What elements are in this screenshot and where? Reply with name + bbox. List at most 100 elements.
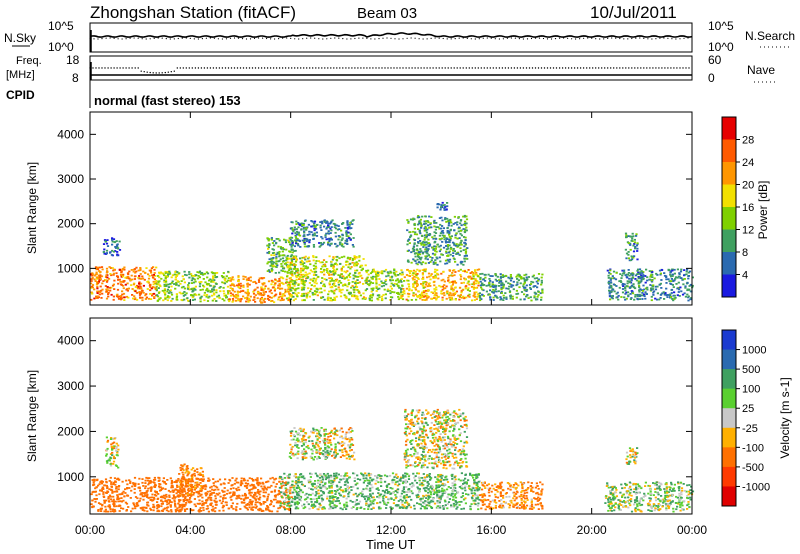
scatter-cell [533, 295, 536, 298]
scatter-cell [231, 298, 235, 300]
scatter-cell [165, 280, 168, 283]
scatter-cell [436, 263, 439, 266]
scatter-cell [609, 269, 612, 272]
scatter-cell [464, 248, 467, 251]
scatter-cell [186, 498, 189, 501]
scatter-cell [666, 296, 669, 298]
scatter-cell [333, 226, 336, 229]
freq-dot [272, 67, 275, 69]
scatter-cell [395, 270, 398, 273]
scatter-cell [368, 299, 371, 302]
scatter-cell [336, 255, 339, 258]
scatter-cell [115, 272, 118, 275]
scatter-cell [109, 508, 112, 510]
scatter-cell [137, 276, 140, 279]
scatter-cell [345, 297, 348, 300]
scatter-cell [518, 275, 521, 278]
scatter-cell [120, 275, 123, 278]
scatter-cell [411, 274, 414, 277]
scatter-cell [389, 292, 392, 295]
colorbar-tick-label: 24 [742, 157, 754, 169]
scatter-cell [242, 278, 245, 280]
scatter-cell [316, 294, 319, 297]
scatter-cell [537, 279, 540, 282]
nsearch-dot [177, 37, 179, 40]
scatter-cell [627, 251, 630, 253]
scatter-cell [240, 477, 243, 480]
scatter-cell [278, 506, 281, 509]
scatter-cell [419, 218, 422, 221]
nsearch-dot [97, 38, 99, 40]
scatter-cell [175, 481, 178, 484]
scatter-cell [457, 252, 460, 255]
scatter-cell [315, 274, 318, 276]
scatter-cell [214, 495, 217, 497]
scatter-cell [287, 239, 290, 242]
scatter-cell [114, 247, 118, 249]
scatter-cell [110, 286, 113, 289]
scatter-cell [613, 277, 616, 280]
scatter-cell [195, 491, 198, 494]
scatter-cell [231, 293, 234, 296]
scatter-cell [276, 264, 279, 267]
scatter-cell [356, 269, 359, 272]
nsearch-dot [486, 37, 488, 39]
scatter-cell [460, 282, 463, 284]
scatter-cell [254, 506, 257, 509]
scatter-cell [324, 234, 327, 237]
scatter-cell [390, 271, 393, 274]
scatter-cell [480, 286, 483, 289]
scatter-cell [157, 505, 161, 507]
scatter-cell [330, 277, 333, 279]
nsearch-dot [526, 38, 529, 40]
scatter-cell [165, 285, 168, 287]
scatter-cell [523, 298, 526, 301]
scatter-cell [627, 295, 630, 298]
scatter-cell [393, 269, 396, 272]
scatter-cell [346, 243, 349, 245]
scatter-cell [148, 275, 151, 277]
scatter-cell [107, 500, 110, 502]
scatter-cell [661, 269, 664, 271]
scatter-cell [213, 298, 216, 300]
scatter-cell [419, 232, 422, 235]
scatter-cell [280, 269, 283, 272]
scatter-cell [270, 259, 273, 262]
scatter-cell [665, 282, 668, 284]
scatter-cell [397, 291, 400, 294]
beam-label: Beam 03 [357, 5, 417, 22]
scatter-cell [631, 237, 634, 240]
scatter-cell [349, 292, 352, 295]
scatter-cell [323, 263, 327, 266]
freq-dot [119, 67, 121, 69]
scatter-cell [612, 283, 615, 286]
scatter-cell [415, 252, 418, 255]
scatter-cell [508, 285, 511, 288]
scatter-cell [414, 252, 417, 254]
scatter-cell [152, 496, 156, 499]
scatter-cell [222, 491, 225, 493]
scatter-cell [332, 284, 336, 286]
scatter-cell [471, 273, 475, 276]
scatter-cell [268, 251, 271, 253]
scatter-cell [245, 487, 249, 489]
scatter-cell [117, 478, 120, 481]
scatter-cell [153, 278, 156, 281]
scatter-cell [219, 495, 222, 498]
scatter-cell [299, 257, 302, 260]
scatter-cell [100, 266, 104, 268]
scatter-cell [214, 485, 217, 488]
scatter-cell [302, 292, 306, 295]
scatter-cell [608, 292, 611, 295]
freq-dot [598, 67, 600, 69]
scatter-cell [446, 241, 449, 243]
scatter-cell [164, 279, 168, 282]
freq-dot [269, 67, 272, 69]
scatter-cell [312, 245, 316, 248]
freq-dot [140, 70, 142, 72]
scatter-cell [654, 285, 657, 288]
scatter-cell [186, 491, 189, 494]
scatter-cell [152, 283, 155, 286]
nsearch-dot [466, 37, 468, 40]
scatter-cell [435, 298, 438, 301]
